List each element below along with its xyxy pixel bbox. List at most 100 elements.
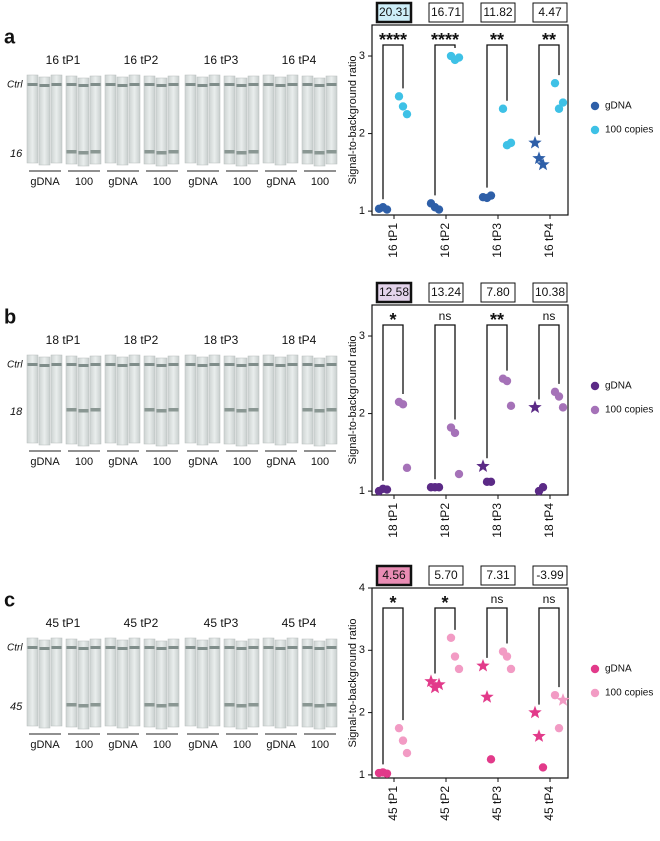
significance-label: ** (542, 30, 556, 50)
strip-title: 16 tP3 (204, 53, 239, 67)
x-tick-label: 18 tP2 (438, 503, 452, 538)
star-point (528, 705, 542, 719)
star-point (476, 658, 490, 672)
strip-title: 16 tP4 (282, 53, 317, 67)
star-point (528, 400, 542, 413)
control-band (248, 83, 259, 86)
test-strip (223, 355, 236, 445)
lane-label: gDNA (188, 176, 218, 188)
control-band (105, 83, 116, 86)
control-band (51, 363, 62, 366)
test-band (144, 150, 155, 154)
test-strip (26, 74, 39, 164)
value-box (480, 2, 516, 23)
significance-bracket (434, 607, 456, 674)
significance-bracket (538, 44, 560, 135)
control-band (156, 364, 167, 367)
test-band (326, 150, 337, 154)
lane-label: 100 (75, 739, 93, 751)
y-tick-label: 1 (359, 485, 365, 497)
value-box (428, 565, 464, 586)
control-band (185, 363, 196, 366)
point (402, 109, 412, 119)
strip-title: 45 tP1 (46, 616, 81, 630)
test-strip (26, 354, 39, 444)
significance-bracket (434, 44, 456, 196)
control-band (27, 363, 38, 366)
y-tick-label: 2 (359, 127, 365, 139)
test-strip (143, 638, 156, 728)
test-strip (274, 639, 287, 729)
test-strip (262, 74, 275, 164)
test-band (66, 703, 77, 707)
star-point (476, 459, 490, 472)
point (398, 736, 408, 745)
control-band (144, 363, 155, 366)
control-band (39, 647, 50, 650)
y-tick-label: 2 (359, 706, 365, 718)
lane-label: 100 (75, 456, 93, 468)
point (506, 138, 516, 148)
significance-bracket (382, 324, 404, 481)
point (434, 483, 444, 492)
point (550, 690, 560, 700)
point (398, 400, 408, 409)
test-strip (104, 637, 117, 727)
value-box-label: 13.24 (431, 285, 461, 299)
test-band (156, 704, 167, 708)
test-band (66, 150, 77, 154)
control-band (287, 646, 298, 649)
point (554, 104, 564, 113)
significance-label: * (389, 310, 396, 330)
x-tick-label: 45 tP4 (542, 786, 556, 821)
x-tick-label: 18 tP4 (542, 503, 556, 538)
control-band (185, 83, 196, 86)
value-box (375, 1, 413, 24)
significance-label: **** (379, 30, 407, 50)
control-band (275, 84, 286, 87)
value-box (428, 2, 464, 23)
significance-bracket (382, 607, 404, 765)
lane-label: gDNA (188, 739, 218, 751)
test-strip (26, 637, 39, 727)
significance-label: ** (490, 310, 504, 330)
plot-frame (371, 24, 569, 216)
test-strip (208, 637, 221, 727)
y-axis-label: Signal-to-background ratio (347, 618, 359, 747)
significance-label: * (389, 593, 396, 613)
strip-title: 18 tP2 (124, 333, 159, 347)
control-band (275, 647, 286, 650)
lane-label: gDNA (108, 176, 138, 188)
lane-label: gDNA (266, 456, 296, 468)
lane-label: 100 (311, 176, 329, 188)
test-strip (301, 75, 314, 165)
test-band (78, 409, 89, 413)
y-tick-label: 2 (359, 407, 365, 419)
control-band (263, 363, 274, 366)
point (538, 763, 548, 772)
value-box (480, 565, 516, 586)
point (550, 78, 560, 88)
legend-swatch (590, 688, 600, 698)
control-band (168, 83, 179, 86)
legend-swatch (590, 101, 600, 111)
control-band (156, 84, 167, 87)
legend-swatch (590, 664, 600, 674)
control-band (27, 646, 38, 649)
test-strip (50, 637, 63, 727)
test-band (314, 704, 325, 708)
point (554, 392, 564, 401)
test-strip (223, 75, 236, 165)
plot-frame (371, 587, 569, 779)
point (434, 205, 444, 214)
lane-label: 100 (233, 739, 251, 751)
test-strip (196, 76, 209, 166)
test-strip (143, 75, 156, 165)
plot-frame (371, 304, 569, 496)
y-tick-label: 3 (359, 50, 365, 62)
significance-bracket (434, 324, 456, 480)
lane-label: 100 (153, 176, 171, 188)
control-band (39, 84, 50, 87)
control-band (129, 646, 140, 649)
legend-label: gDNA (605, 381, 632, 392)
